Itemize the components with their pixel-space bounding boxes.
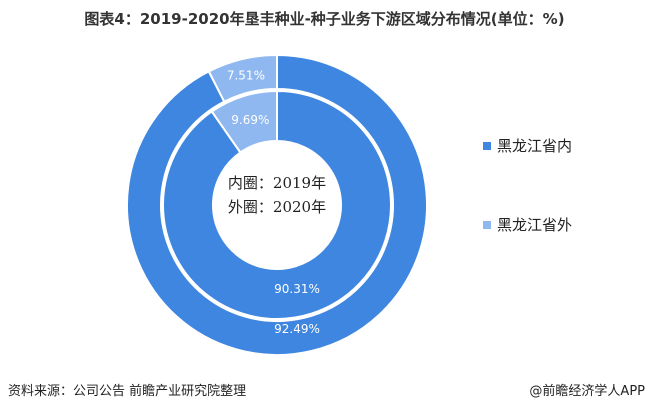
data-label-inner-0: 90.31%: [274, 282, 320, 296]
source-note: 资料来源：公司公告 前瞻产业研究院整理: [8, 384, 247, 399]
legend-label: 黑龙江省外: [497, 216, 573, 234]
center-label: 内圈：2019年: [228, 174, 326, 192]
slice-outer-0: [126, 53, 428, 356]
slice-outer-1: [207, 53, 278, 104]
data-label-outer-1: 7.51%: [227, 69, 265, 83]
brand-credit: @前瞻经济学人APP: [529, 384, 645, 399]
legend-swatch: [483, 220, 491, 229]
legend-item-inside: 黑龙江省内: [483, 135, 572, 156]
chart-title: 图表4：2019-2020年垦丰种业-种子业务下游区域分布情况(单位：%): [84, 10, 565, 28]
legend-swatch: [483, 141, 491, 150]
slice-inner-1: [210, 89, 278, 154]
data-label-outer-0: 92.49%: [274, 322, 320, 336]
legend-label: 黑龙江省内: [497, 137, 573, 155]
center-label: 外圈：2020年: [228, 198, 326, 216]
data-label-inner-1: 9.69%: [231, 113, 269, 127]
slice-inner-0: [162, 89, 392, 320]
legend-item-outside: 黑龙江省外: [483, 214, 572, 235]
